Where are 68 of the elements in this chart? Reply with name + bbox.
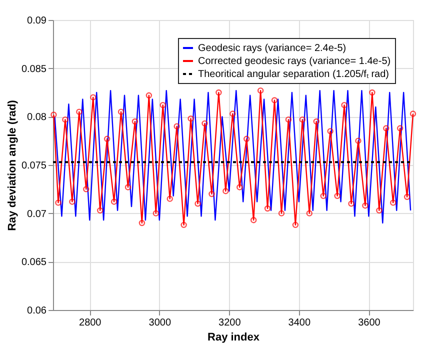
point [166, 196, 173, 202]
point [327, 128, 334, 134]
legend-label: Geodesic rays (variance= 2.4e-5) [198, 43, 346, 54]
point [62, 116, 68, 123]
point [244, 136, 250, 142]
point [383, 125, 390, 132]
point [152, 210, 160, 216]
point [110, 198, 118, 205]
point [55, 200, 62, 206]
point [96, 207, 104, 214]
point [404, 194, 410, 200]
y-tick-label: 0.075 [21, 160, 47, 172]
point [348, 200, 354, 207]
y-tick-label: 0.08 [27, 112, 47, 124]
point [292, 222, 299, 228]
x-tick-label: 2800 [79, 318, 102, 328]
point [216, 89, 222, 96]
point [124, 184, 132, 190]
point [313, 118, 320, 125]
point [138, 220, 146, 226]
point [222, 188, 229, 194]
point [83, 186, 90, 192]
point [341, 102, 348, 108]
y-tick-label: 0.07 [27, 208, 47, 220]
point [362, 202, 368, 209]
x-axis-title: Ray index [208, 332, 260, 344]
x-tick-label: 3600 [358, 318, 381, 328]
x-tick-label: 3000 [148, 318, 172, 328]
point [208, 190, 215, 198]
y-axis-title: Ray deviation angle (rad) [6, 100, 18, 231]
point [299, 116, 306, 123]
point [69, 198, 76, 205]
point [271, 97, 278, 104]
point [334, 192, 340, 200]
point [146, 92, 152, 98]
point [306, 210, 312, 216]
point [390, 200, 396, 206]
y-tick-label: 0.065 [21, 257, 47, 268]
y-tick-label: 0.06 [27, 306, 47, 316]
point [264, 205, 271, 212]
point [160, 102, 166, 108]
point [236, 184, 243, 190]
y-tick-label: 0.09 [27, 16, 47, 26]
point [118, 108, 124, 115]
legend-label: Theoritical angular separation (1.205/fₜ rad) [198, 69, 389, 80]
point [104, 136, 110, 142]
point [174, 123, 180, 130]
point [230, 110, 236, 117]
point [285, 116, 292, 123]
point [188, 116, 194, 122]
point [194, 200, 201, 207]
legend-label: Corrected geodesic rays (variance= 1.4e-5) [198, 56, 391, 67]
point [132, 118, 138, 125]
point [376, 207, 382, 214]
x-tick-label: 3200 [218, 318, 242, 328]
point [250, 217, 257, 224]
y-tick-label: 0.085 [21, 64, 47, 75]
point [76, 108, 82, 115]
point [180, 222, 187, 228]
point [369, 89, 376, 96]
point [396, 125, 404, 132]
point [202, 120, 208, 127]
point [257, 87, 264, 94]
point [355, 138, 362, 144]
point [278, 210, 285, 216]
x-tick-label: 3400 [288, 318, 311, 328]
point [90, 94, 96, 100]
point [320, 192, 326, 200]
